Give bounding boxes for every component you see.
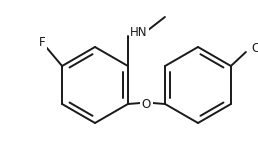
Text: Cl: Cl <box>251 41 258 55</box>
Text: O: O <box>142 97 151 111</box>
Text: HN: HN <box>130 26 147 40</box>
Text: F: F <box>39 36 45 48</box>
